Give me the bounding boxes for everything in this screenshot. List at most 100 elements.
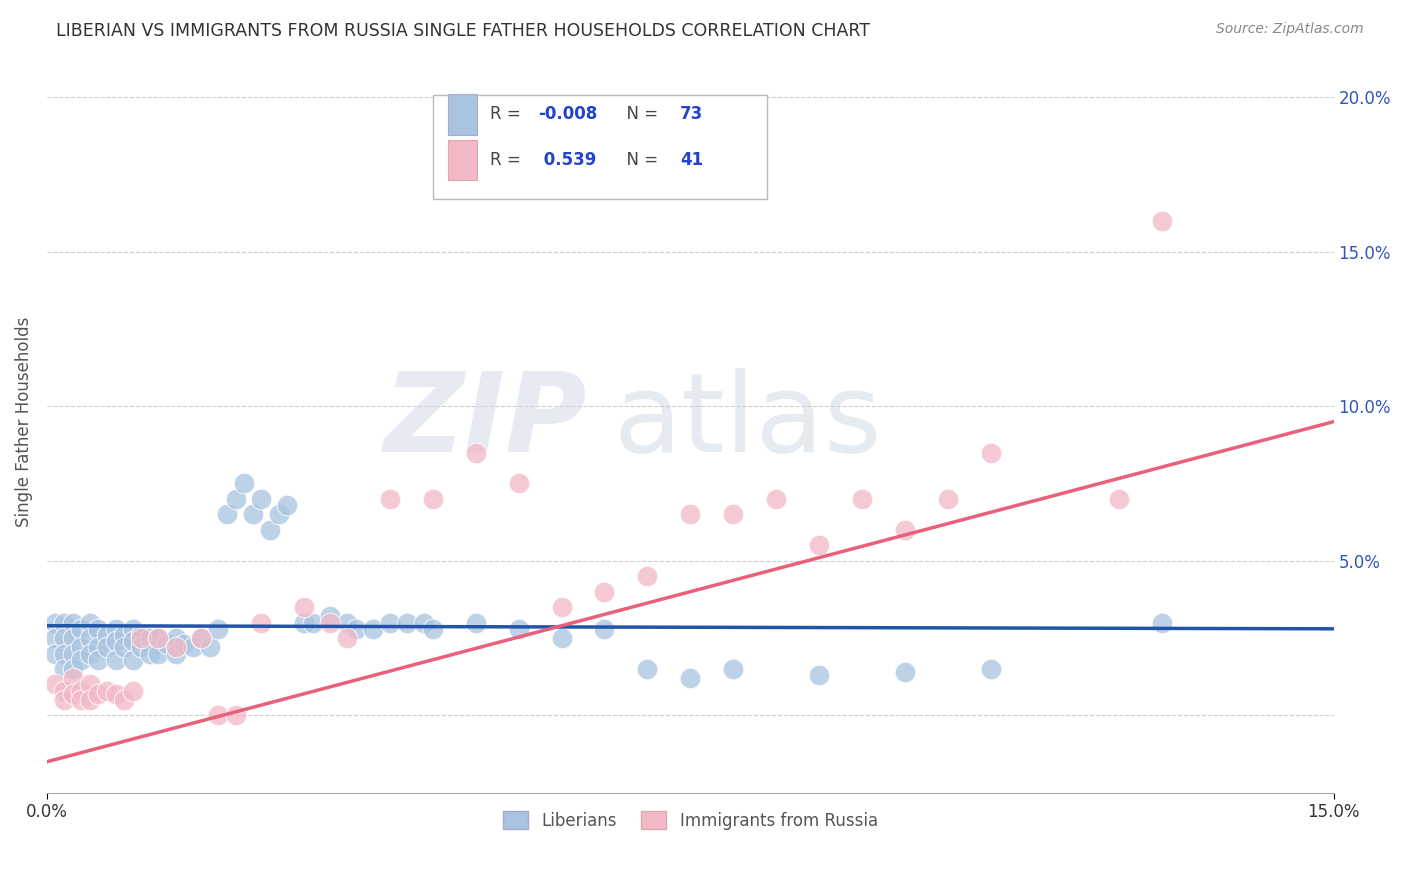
Point — [121, 683, 143, 698]
Point — [319, 615, 342, 630]
Point — [242, 508, 264, 522]
Point — [62, 687, 84, 701]
Text: N =: N = — [616, 105, 664, 123]
Text: N =: N = — [616, 151, 664, 169]
Point — [190, 631, 212, 645]
Point — [250, 615, 273, 630]
Point — [1108, 491, 1130, 506]
Point — [129, 628, 152, 642]
Point — [422, 622, 444, 636]
Point — [422, 491, 444, 506]
Point — [636, 569, 658, 583]
Point — [765, 491, 787, 506]
Point — [250, 491, 273, 506]
Point — [87, 687, 110, 701]
Point — [96, 628, 118, 642]
Point — [112, 693, 135, 707]
Point — [225, 491, 247, 506]
Point — [112, 640, 135, 655]
Point — [79, 677, 101, 691]
Point — [508, 622, 530, 636]
Text: R =: R = — [489, 151, 526, 169]
Point — [378, 491, 401, 506]
Point — [721, 508, 744, 522]
Point — [148, 647, 170, 661]
Point — [207, 708, 229, 723]
Point — [104, 687, 127, 701]
Point — [129, 640, 152, 655]
Point — [53, 647, 76, 661]
Point — [53, 683, 76, 698]
Bar — [449, 94, 477, 135]
Text: LIBERIAN VS IMMIGRANTS FROM RUSSIA SINGLE FATHER HOUSEHOLDS CORRELATION CHART: LIBERIAN VS IMMIGRANTS FROM RUSSIA SINGL… — [56, 22, 870, 40]
Point — [807, 538, 830, 552]
Point — [292, 615, 315, 630]
Point — [70, 640, 93, 655]
Point — [276, 498, 298, 512]
Text: -0.008: -0.008 — [538, 105, 598, 123]
Point — [112, 628, 135, 642]
Point — [44, 615, 66, 630]
Point — [53, 662, 76, 676]
Text: 41: 41 — [681, 151, 703, 169]
Point — [139, 631, 162, 645]
Point — [679, 508, 702, 522]
Text: atlas: atlas — [613, 368, 882, 475]
Point — [62, 662, 84, 676]
Point — [361, 622, 384, 636]
Point — [1152, 615, 1174, 630]
Point — [636, 662, 658, 676]
Point — [139, 647, 162, 661]
Point — [165, 647, 187, 661]
Point — [593, 584, 616, 599]
Point — [96, 640, 118, 655]
Point — [104, 622, 127, 636]
Point — [121, 622, 143, 636]
Point — [893, 523, 915, 537]
Point — [70, 683, 93, 698]
Point — [550, 600, 572, 615]
Point — [70, 693, 93, 707]
Point — [225, 708, 247, 723]
Point — [807, 668, 830, 682]
Text: 73: 73 — [681, 105, 703, 123]
Point — [148, 631, 170, 645]
Point — [148, 631, 170, 645]
Point — [44, 647, 66, 661]
Point — [267, 508, 290, 522]
Point — [259, 523, 281, 537]
Bar — [449, 139, 477, 180]
Point — [79, 615, 101, 630]
Point — [121, 634, 143, 648]
Point — [233, 476, 256, 491]
Point — [87, 640, 110, 655]
Point — [344, 622, 367, 636]
Point — [301, 615, 323, 630]
Y-axis label: Single Father Households: Single Father Households — [15, 317, 32, 527]
Point — [550, 631, 572, 645]
Point — [165, 631, 187, 645]
Point — [979, 662, 1001, 676]
Point — [198, 640, 221, 655]
Point — [679, 671, 702, 685]
Point — [207, 622, 229, 636]
Point — [190, 631, 212, 645]
Text: ZIP: ZIP — [384, 368, 588, 475]
Point — [413, 615, 436, 630]
Legend: Liberians, Immigrants from Russia: Liberians, Immigrants from Russia — [496, 805, 884, 837]
Point — [396, 615, 419, 630]
Point — [62, 671, 84, 685]
Point — [936, 491, 959, 506]
Point — [336, 631, 359, 645]
FancyBboxPatch shape — [433, 95, 768, 199]
Point — [87, 653, 110, 667]
Point — [156, 637, 179, 651]
Point — [319, 609, 342, 624]
Point — [508, 476, 530, 491]
Point — [464, 445, 486, 459]
Point — [104, 634, 127, 648]
Point — [336, 615, 359, 630]
Point — [96, 683, 118, 698]
Point — [173, 637, 195, 651]
Point — [53, 693, 76, 707]
